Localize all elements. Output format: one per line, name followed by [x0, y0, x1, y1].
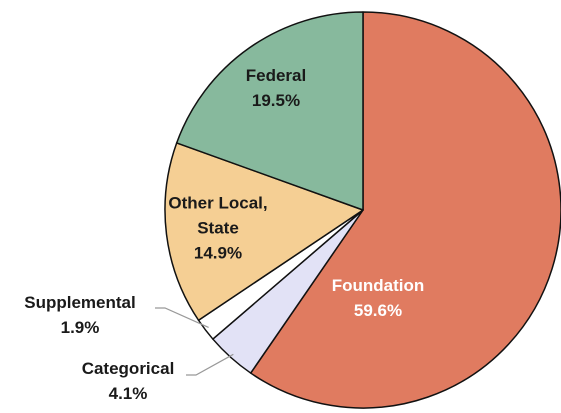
slice-label: Federal 19.5% — [216, 63, 336, 113]
value-label: 14.9% — [193, 243, 243, 263]
value-label: 59.6% — [353, 301, 403, 320]
slice-label: Categorical 4.1% — [48, 356, 208, 406]
slice-label: Foundation 59.6% — [308, 273, 448, 323]
value-label: 1.9% — [60, 318, 100, 337]
pie-slice — [164, 142, 364, 322]
value-label: 4.1% — [108, 384, 148, 403]
pie-slice — [175, 11, 364, 211]
slice-label: Other Local, State 14.9% — [163, 191, 273, 266]
leader-line — [155, 307, 209, 329]
category-label: Categorical — [81, 359, 175, 378]
category-label: Other Local, State — [168, 193, 268, 238]
category-label: Supplemental — [24, 293, 136, 312]
category-label: Federal — [245, 66, 307, 85]
pie-slice — [249, 11, 561, 409]
leader-line — [186, 353, 234, 376]
category-label: Foundation — [331, 276, 425, 295]
value-label: 19.5% — [251, 91, 301, 110]
slice-label: Supplemental 1.9% — [0, 290, 160, 340]
